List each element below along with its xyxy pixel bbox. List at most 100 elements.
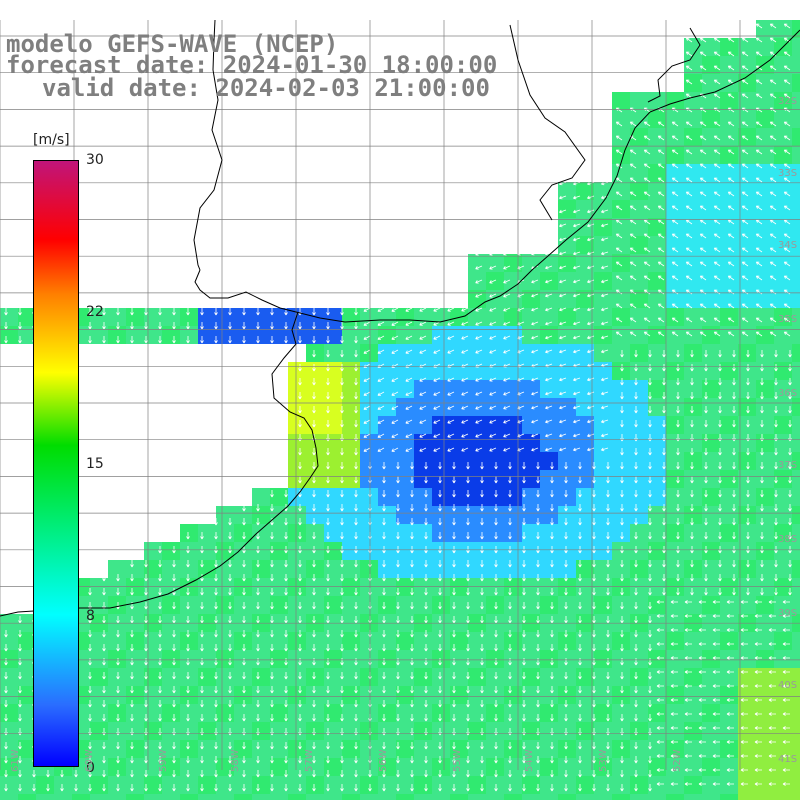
- wind-speed-cell: [90, 326, 108, 344]
- wind-arrow: [508, 630, 512, 638]
- wind-speed-cell: [738, 632, 756, 650]
- wind-speed-cell: [684, 380, 702, 398]
- wind-arrow: [242, 714, 246, 722]
- wind-arrow: [158, 672, 162, 680]
- wind-speed-cell: [792, 794, 800, 800]
- wind-arrow: [727, 331, 735, 337]
- wind-arrow: [130, 308, 134, 316]
- wind-arrow: [690, 574, 694, 582]
- wind-speed-cell: [666, 92, 684, 110]
- wind-speed-cell: [162, 326, 180, 344]
- wind-speed-cell: [702, 200, 720, 218]
- wind-speed-cell: [774, 794, 792, 800]
- wind-arrow: [270, 630, 274, 638]
- wind-speed-cell: [522, 794, 540, 800]
- wind-arrow: [382, 714, 386, 722]
- wind-speed-cell: [576, 452, 594, 470]
- wind-arrow: [214, 728, 218, 736]
- wind-arrow: [438, 560, 442, 568]
- wind-arrow: [656, 670, 664, 674]
- wind-speed-cell: [756, 344, 774, 362]
- wind-arrow: [615, 191, 623, 197]
- wind-speed-cell: [612, 794, 630, 800]
- wind-speed-cell: [432, 578, 450, 596]
- wind-speed-cell: [432, 794, 450, 800]
- wind-speed-cell: [306, 704, 324, 722]
- wind-speed-cell: [774, 434, 792, 452]
- wind-speed-cell: [324, 668, 342, 686]
- wind-arrow: [726, 642, 734, 646]
- wind-speed-cell: [558, 470, 576, 488]
- wind-arrow: [718, 364, 722, 372]
- wind-arrow: [494, 644, 498, 652]
- wind-speed-cell: [252, 686, 270, 704]
- wind-speed-cell: [252, 596, 270, 614]
- wind-arrow: [740, 754, 748, 758]
- wind-speed-cell: [630, 452, 648, 470]
- wind-arrow: [452, 602, 456, 610]
- wind-arrow: [172, 630, 176, 638]
- wind-arrow: [312, 784, 316, 792]
- wind-arrow: [461, 265, 469, 270]
- wind-speed-cell: [18, 740, 36, 758]
- wind-arrow: [284, 336, 288, 344]
- wind-arrow: [228, 728, 232, 736]
- wind-speed-cell: [144, 740, 162, 758]
- wind-arrow: [760, 518, 764, 526]
- wind-speed-cell: [612, 218, 630, 236]
- wind-speed-cell: [792, 398, 800, 416]
- wind-speed-cell: [558, 452, 576, 470]
- wind-arrow: [158, 714, 162, 722]
- wind-arrow: [312, 560, 316, 568]
- wind-arrow: [410, 574, 414, 582]
- lat-label: 33S: [778, 168, 798, 179]
- wind-arrow: [144, 672, 148, 680]
- wind-arrow: [503, 279, 511, 284]
- wind-speed-cell: [504, 596, 522, 614]
- wind-arrow: [629, 163, 637, 169]
- wind-arrow: [634, 672, 638, 680]
- wind-arrow: [102, 616, 106, 624]
- wind-speed-cell: [504, 434, 522, 452]
- wind-speed-cell: [414, 524, 432, 542]
- wind-arrow: [774, 364, 778, 372]
- wind-speed-cell: [576, 794, 594, 800]
- wind-arrow: [480, 644, 484, 652]
- wind-arrow: [228, 784, 232, 792]
- wind-speed-cell: [396, 470, 414, 488]
- wind-arrow: [727, 121, 735, 127]
- wind-speed-cell: [558, 722, 576, 740]
- wind-arrow: [684, 754, 692, 758]
- wind-speed-cell: [666, 110, 684, 128]
- wind-speed-cell: [378, 578, 396, 596]
- wind-speed-cell: [378, 560, 396, 578]
- wind-arrow: [606, 616, 610, 624]
- wind-speed-cell: [756, 164, 774, 182]
- wind-speed-cell: [594, 380, 612, 398]
- wind-speed-cell: [360, 776, 378, 794]
- wind-arrow: [769, 121, 777, 127]
- wind-arrow: [578, 630, 582, 638]
- wind-arrow: [508, 476, 512, 484]
- wind-speed-cell: [720, 722, 738, 740]
- wind-arrow: [746, 476, 750, 484]
- wind-arrow: [741, 37, 749, 43]
- wind-arrow: [461, 447, 469, 452]
- wind-speed-cell: [666, 236, 684, 254]
- wind-speed-cell: [468, 542, 486, 560]
- wind-arrow: [718, 392, 722, 400]
- wind-arrow: [354, 448, 358, 456]
- wind-arrow: [684, 600, 692, 604]
- wind-arrow: [587, 279, 595, 284]
- wind-arrow: [102, 644, 106, 652]
- wind-speed-cell: [162, 740, 180, 758]
- wind-arrow: [503, 307, 511, 312]
- wind-arrow: [354, 322, 358, 330]
- wind-speed-cell: [756, 110, 774, 128]
- wind-arrow: [754, 726, 762, 730]
- wind-arrow: [550, 602, 554, 610]
- wind-arrow: [648, 770, 652, 778]
- wind-arrow: [256, 742, 260, 750]
- wind-arrow: [760, 406, 764, 414]
- wind-arrow: [312, 448, 316, 456]
